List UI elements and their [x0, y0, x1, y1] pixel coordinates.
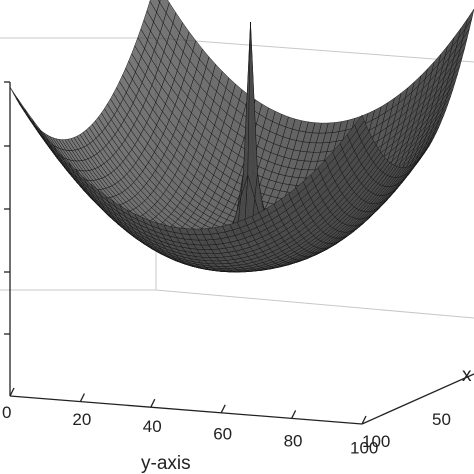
y-tick-label: 20: [72, 410, 91, 429]
surface-cell: [354, 114, 365, 132]
surface-mesh: [9, 0, 474, 273]
y-ticks: 0 20 40 60 80 100: [2, 387, 378, 458]
y-axis-line: [9, 395, 363, 425]
x-axis-label: x: [462, 365, 472, 386]
z-ticks: [4, 81, 10, 335]
x-tick-label: 100: [362, 432, 390, 451]
y-tick: [361, 415, 367, 425]
box-edge: [155, 289, 474, 319]
x-ticks: 100 50: [362, 410, 451, 451]
y-tick-label: 60: [213, 424, 232, 443]
front-axes: [9, 82, 474, 425]
y-tick: [150, 398, 156, 408]
y-tick-label: 40: [143, 417, 162, 436]
y-tick: [291, 410, 297, 419]
y-tick: [79, 393, 85, 402]
surface-cell: [24, 108, 36, 125]
x-tick-label: 50: [432, 410, 451, 429]
y-tick: [9, 387, 15, 397]
surface-cell: [31, 118, 43, 135]
y-tick-label: 0: [2, 403, 11, 422]
y-tick-label: 80: [284, 431, 303, 450]
y-tick-label: 100: [350, 439, 378, 458]
box-edge: [155, 37, 474, 63]
y-tick: [220, 404, 226, 414]
y-axis-label: y-axis: [141, 453, 191, 474]
x-axis-line: [361, 373, 474, 425]
surface-cell: [17, 97, 28, 115]
